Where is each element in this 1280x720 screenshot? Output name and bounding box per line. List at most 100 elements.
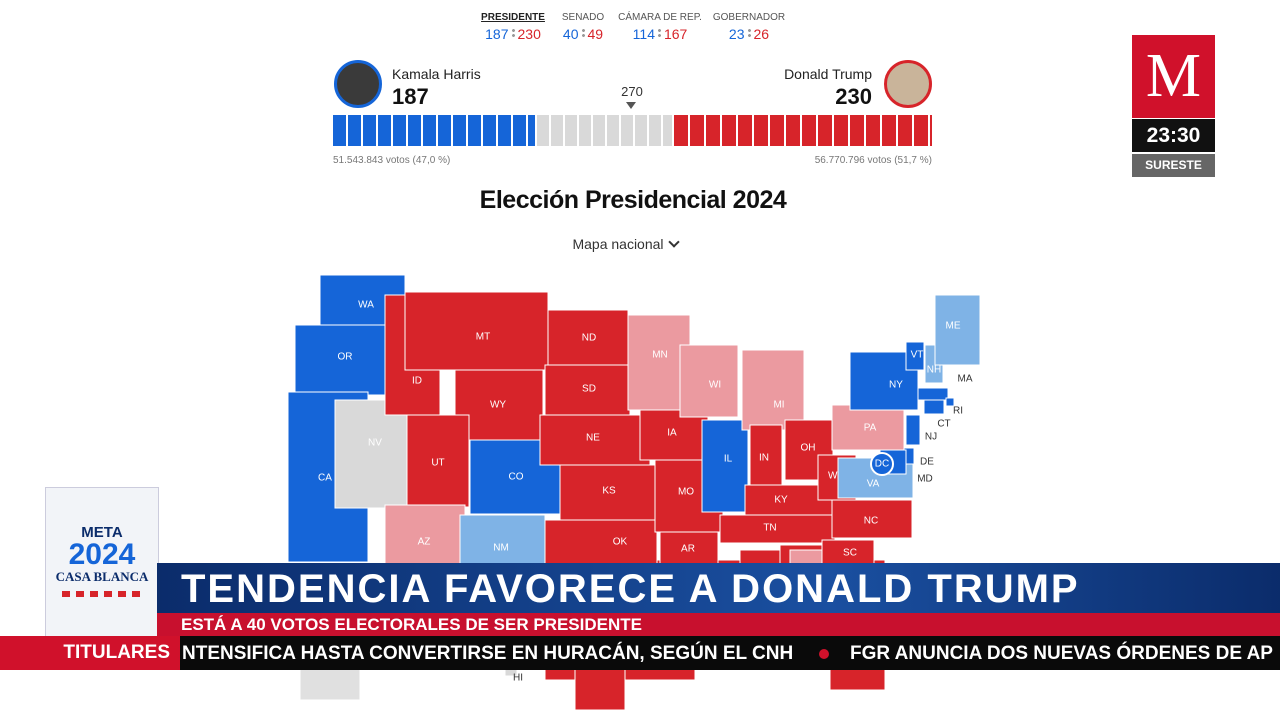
- tab-label: CÁMARA DE REP.: [618, 12, 702, 23]
- state-label: WV: [828, 471, 844, 482]
- state-shape: [923, 399, 945, 415]
- rep-score: 26: [753, 26, 770, 42]
- headline-band: TENDENCIA FAVORECE A DONALD TRUMP: [157, 563, 1280, 613]
- state-label: OH: [801, 443, 816, 454]
- state-label: AR: [681, 544, 695, 555]
- badge-year: 2024: [68, 538, 136, 571]
- state-shape: [559, 464, 661, 521]
- tab-score: 40 49: [528, 26, 638, 42]
- state-shape: [679, 344, 739, 418]
- trump-bar: [674, 115, 932, 146]
- trump-avatar: [884, 60, 932, 108]
- state-shape: [294, 324, 396, 396]
- state-shape: [905, 341, 925, 371]
- candidate-name: Donald Trump: [784, 66, 872, 82]
- logo: M: [1132, 35, 1215, 118]
- state-label: MT: [476, 332, 490, 343]
- state-shape: [544, 519, 658, 566]
- state-label: AZ: [418, 537, 431, 548]
- subhead: ESTÁ A 40 VOTOS ELECTORALES DE SER PRESI…: [181, 615, 642, 634]
- harris-bar: [333, 115, 535, 146]
- tab-label: SENADO: [561, 12, 605, 23]
- state-label: HI: [513, 673, 523, 684]
- state-label: ID: [412, 376, 422, 387]
- state-label: CT: [937, 419, 950, 430]
- state-shape: [934, 294, 981, 366]
- state-label: KY: [774, 495, 788, 506]
- state-shape: [831, 499, 913, 539]
- state-label: NM: [493, 543, 509, 554]
- state-shape: [459, 514, 546, 566]
- state-shape: [659, 531, 719, 568]
- electoral-votes: 230: [835, 84, 872, 109]
- state-label: DC: [875, 459, 889, 470]
- map-selector[interactable]: Mapa nacional: [560, 236, 690, 252]
- ticker-item: FGR ANUNCIA DOS NUEVAS ÓRDENES DE AP: [850, 643, 1273, 664]
- tab-score: 114 167: [605, 26, 715, 42]
- state-label: PA: [864, 423, 877, 434]
- dem-score: 40: [562, 26, 579, 42]
- state-label: SD: [582, 384, 596, 395]
- state-shape: [831, 404, 905, 451]
- state-label: ND: [582, 333, 596, 344]
- state-label: NJ: [925, 432, 937, 443]
- state-label: NH: [927, 365, 941, 376]
- state-label: MO: [678, 487, 694, 498]
- tab[interactable]: GOBERNADOR 23 26: [694, 12, 804, 42]
- state-label: NV: [368, 438, 382, 449]
- state-shape: [821, 539, 875, 566]
- state-label: IN: [759, 453, 769, 464]
- state-label: MN: [652, 350, 668, 361]
- state-label: UT: [431, 458, 444, 469]
- state-label: MI: [773, 400, 784, 411]
- state-shape: [719, 514, 836, 544]
- tab-label: GOBERNADOR: [712, 12, 786, 23]
- state-shape: [741, 349, 805, 431]
- state-label: IA: [667, 428, 677, 439]
- clock: 23:30: [1132, 119, 1215, 152]
- state-shape: [917, 387, 949, 401]
- dem-score: 187: [485, 26, 509, 42]
- pending-bar: [537, 115, 672, 146]
- headline: TENDENCIA FAVORECE A DONALD TRUMP: [181, 567, 1080, 611]
- state-label: MA: [958, 374, 973, 385]
- state-shape: [639, 409, 709, 461]
- threshold-label: 270: [621, 84, 643, 99]
- state-shape: [404, 291, 549, 371]
- state-label: OK: [613, 537, 628, 548]
- page-title: Elección Presidencial 2024: [479, 186, 787, 214]
- state-label: VA: [867, 479, 880, 490]
- tab-score: 187 230: [458, 26, 568, 42]
- state-label: NY: [889, 380, 903, 391]
- state-shape: [454, 369, 544, 441]
- selector-label: Mapa nacional: [572, 236, 664, 252]
- election-badge: META 2024 CASA BLANCA: [45, 487, 159, 638]
- candidate-name: Kamala Harris: [392, 66, 481, 82]
- state-label: TN: [763, 523, 776, 534]
- state-shape: [905, 414, 921, 446]
- tab[interactable]: PRESIDENTE 187 230: [458, 12, 568, 42]
- state-label: VT: [911, 350, 924, 361]
- ticker-item: NTENSIFICA HASTA CONVERTIRSE EN HURACÁN,…: [182, 643, 794, 664]
- tab-label: PRESIDENTE: [481, 12, 545, 23]
- state-label: NC: [864, 516, 878, 527]
- state-label: CA: [318, 473, 332, 484]
- tab[interactable]: CÁMARA DE REP. 114 167: [605, 12, 715, 42]
- region: SURESTE: [1132, 154, 1215, 177]
- threshold-marker: [626, 102, 636, 109]
- state-label: MD: [917, 474, 933, 485]
- state-label: OR: [338, 352, 353, 363]
- state-shape: [945, 397, 955, 407]
- state-shape: [547, 309, 629, 366]
- electoral-votes: 187: [392, 84, 429, 109]
- tab[interactable]: SENADO 40 49: [528, 12, 638, 42]
- tab-score: 23 26: [694, 26, 804, 42]
- state-label: IL: [724, 454, 733, 465]
- trump-popular-vote: 56.770.796 votos (51,7 %): [814, 155, 932, 166]
- state-label: ME: [946, 321, 961, 332]
- state-label: KS: [602, 486, 616, 497]
- state-shape: [539, 414, 651, 466]
- state-label: WY: [490, 400, 506, 411]
- state-label: RI: [953, 406, 963, 417]
